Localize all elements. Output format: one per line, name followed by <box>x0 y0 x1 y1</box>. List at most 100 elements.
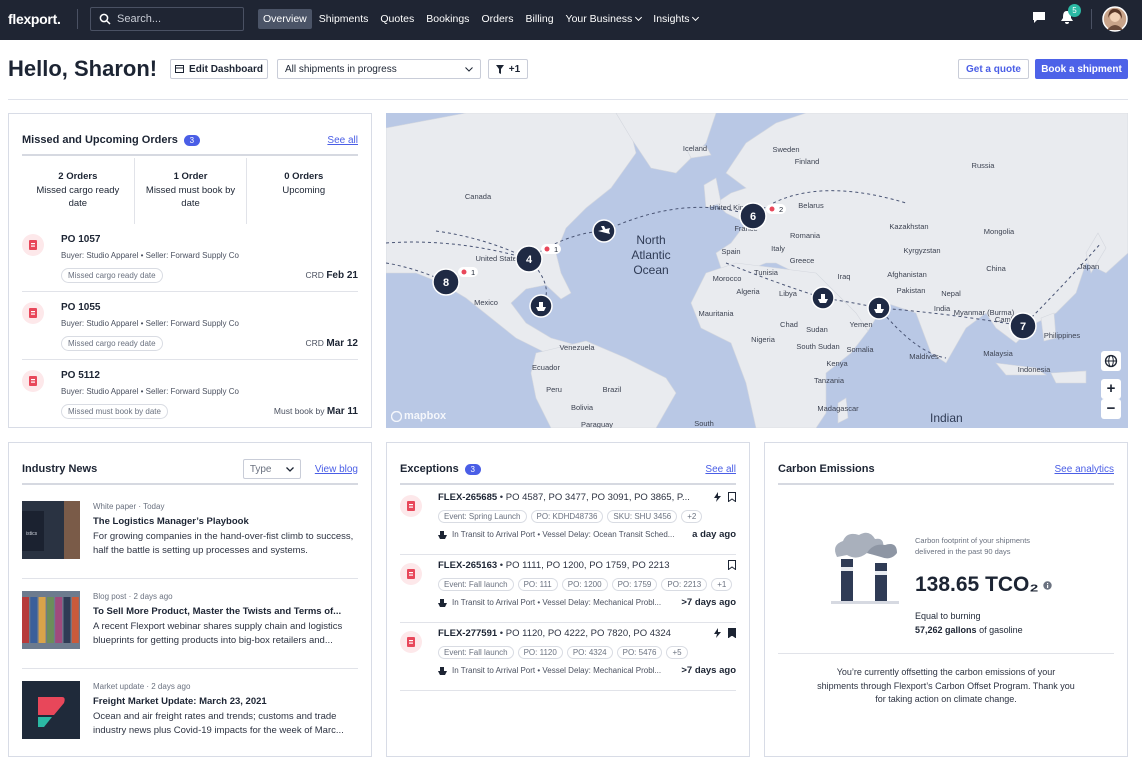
order-item[interactable]: PO 5112 Buyer: Studio Apparel • Seller: F… <box>22 360 358 427</box>
po-number: PO 5112 <box>61 370 100 381</box>
info-icon[interactable] <box>1043 580 1052 590</box>
map-label: Algeria <box>736 287 760 296</box>
tag: +2 <box>681 510 703 523</box>
tag: +1 <box>711 578 733 591</box>
badge-count: 1 <box>471 268 475 277</box>
edit-dashboard-button[interactable]: Edit Dashboard <box>170 59 268 79</box>
cluster-marker[interactable] <box>739 202 767 230</box>
book-shipment-button[interactable]: Book a shipment <box>1035 59 1128 79</box>
badge-dot <box>461 269 467 275</box>
order-item[interactable]: PO 1057 Buyer: Studio Apparel • Seller: F… <box>22 224 358 292</box>
time-ago: a day ago <box>692 529 736 540</box>
search-icon <box>99 13 111 25</box>
exception-line: FLEX-265163 • PO 1111, PO 1200, PO 1759,… <box>438 560 669 571</box>
news-title: Freight Market Update: March 23, 2021 <box>93 696 267 707</box>
ship-glyph <box>818 294 828 303</box>
status-tag: Missed must book by date <box>61 404 168 419</box>
nav-link[interactable]: Shipments <box>318 13 369 25</box>
cluster-marker[interactable] <box>1009 312 1037 340</box>
chat-icon[interactable] <box>1032 11 1046 24</box>
ship-marker[interactable] <box>867 296 891 320</box>
panel-title: Missed and Upcoming Orders <box>22 134 178 146</box>
nav-link[interactable]: Your Business <box>561 9 647 29</box>
logo[interactable]: flexport. <box>8 11 61 27</box>
control-label: + <box>1106 380 1116 397</box>
news-meta: White paper · Today <box>93 502 165 511</box>
ship-marker[interactable] <box>529 294 553 318</box>
tag-row: Event: Spring Launch PO: KDHD48736 SKU: SH… <box>438 510 703 523</box>
po-number: PO 1055 <box>61 302 101 313</box>
chevron <box>285 466 294 472</box>
exception-item[interactable]: FLEX-277591 • PO 1120, PO 4222, PO 7820,… <box>400 623 736 691</box>
map-label: Philippines <box>1044 331 1081 340</box>
ship-marker[interactable] <box>811 286 835 310</box>
news-item[interactable]: istics White paper · Today The Logistics M… <box>22 489 358 579</box>
offset-note: You’re currently offsetting the carbon e… <box>817 667 1075 704</box>
exception-item[interactable]: FLEX-265163 • PO 1111, PO 1200, PO 1759,… <box>400 555 736 623</box>
shipment-filter[interactable]: All shipments in progress <box>277 59 481 79</box>
status-text: In Transit to Arrival Port • Vessel Dela… <box>452 666 662 675</box>
zoom-in-button[interactable]: + <box>1101 379 1121 399</box>
panel-link[interactable]: See analytics <box>1054 463 1114 475</box>
ocean-label: North Atlantic Ocean <box>631 233 671 277</box>
tag: PO: KDHD48736 <box>530 510 604 523</box>
cluster-count: 7 <box>1020 321 1026 333</box>
map-label: Mexico <box>474 298 498 307</box>
nav-link[interactable]: Bookings <box>426 13 470 25</box>
tag-row: Event: Fall launch PO: 111 PO: 1200 PO: 175… <box>438 578 733 591</box>
search-placeholder: Search... <box>117 13 162 25</box>
nav-link[interactable]: Orders <box>481 13 514 25</box>
control-label: − <box>1106 400 1116 417</box>
filter-button[interactable]: +1 <box>488 59 528 79</box>
notification-badge: 5 <box>1068 4 1081 17</box>
select-value: All shipments in progress <box>285 63 397 75</box>
exception-line: FLEX-265685 • PO 4587, PO 3477, PO 3091,… <box>438 492 690 503</box>
panel-link[interactable]: See all <box>705 463 736 475</box>
po-list: • PO 1120, PO 4222, PO 7820, PO 4324 <box>499 628 671 639</box>
type-select[interactable]: Type <box>242 459 301 479</box>
cluster-marker[interactable] <box>515 245 543 273</box>
news-item[interactable]: Market update · 2 days ago Freight Market… <box>22 669 358 756</box>
search-box[interactable]: Search... <box>90 7 244 31</box>
news-item[interactable]: Blog post · 2 days ago To Sell More Produ… <box>22 579 358 669</box>
header-rule <box>8 99 1128 100</box>
nav-link[interactable]: Overview <box>258 9 312 29</box>
panel-link[interactable]: See all <box>327 134 358 146</box>
panel-link[interactable]: View blog <box>314 463 358 475</box>
nav-link[interactable]: Billing <box>525 13 554 25</box>
urgent-icon <box>714 628 721 638</box>
tag: PO: 1759 <box>611 578 658 591</box>
tag: SKU: SHU 3456 <box>607 510 678 523</box>
date-label: CRD <box>305 270 324 280</box>
get-quote-button[interactable]: Get a quote <box>958 59 1029 79</box>
map-label: Ecuador <box>532 363 560 372</box>
shipment-id: FLEX-277591 <box>438 628 498 639</box>
order-item[interactable]: PO 1055 Buyer: Studio Apparel • Seller: F… <box>22 292 358 360</box>
globe-button[interactable] <box>1101 351 1121 371</box>
equivalent-label: Equal to burning <box>915 611 981 621</box>
nav-links: Overview Shipments Quotes Bookings Orders Bil… <box>258 9 703 29</box>
nav-link[interactable]: Insights <box>648 9 703 29</box>
zoom-out-button[interactable]: − <box>1101 399 1121 419</box>
map-label: Myanmar (Burma) <box>954 308 1015 317</box>
exceptions-panel: Exceptions 3 See all FLEX-265685 • PO 4587,… <box>386 442 750 757</box>
bookmark-icon[interactable] <box>728 492 736 502</box>
news-summary: For growing companies in the hand-over-f… <box>93 531 354 556</box>
equivalent-unit: of gasoline <box>979 625 1023 635</box>
cluster-marker[interactable] <box>432 268 460 296</box>
select-value: Type <box>249 463 272 475</box>
icon-glyph <box>29 240 37 250</box>
date-label: Must book by <box>273 406 325 416</box>
nav-link[interactable]: Quotes <box>380 13 415 25</box>
exception-item[interactable]: FLEX-265685 • PO 4587, PO 3477, PO 3091,… <box>400 487 736 555</box>
carbon-divider <box>778 653 1114 654</box>
bookmark-icon[interactable] <box>728 560 736 570</box>
avatar[interactable] <box>1102 6 1128 32</box>
carbon-value: 138.65 TCO₂ <box>915 573 1039 596</box>
plane-marker[interactable] <box>592 219 616 243</box>
map-label: South <box>694 419 714 428</box>
shipment-id: FLEX-265163 <box>438 560 498 571</box>
bookmark-icon[interactable] <box>728 628 736 638</box>
date-label: CRD <box>305 338 324 348</box>
